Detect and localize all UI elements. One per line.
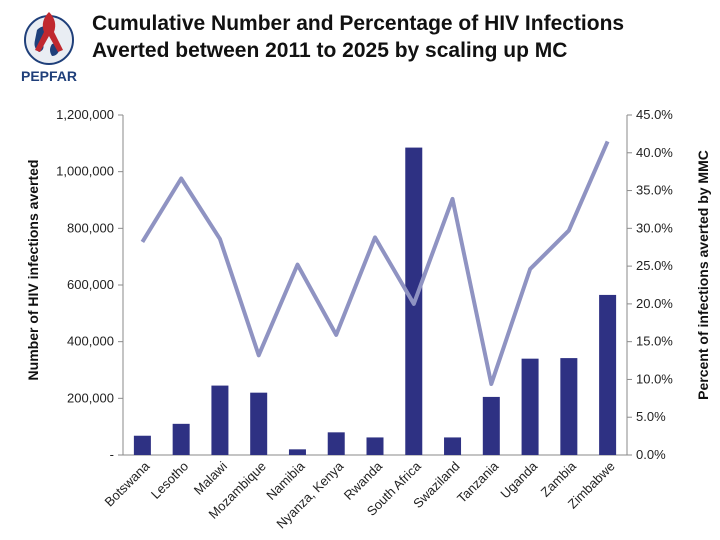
category-label-5: Nyanza, Kenya [273, 458, 346, 531]
pepfar-logo: PEPFAR [21, 12, 77, 84]
axes [122, 115, 628, 456]
y-tick-label-4: 800,000 [67, 220, 114, 235]
bar-10 [521, 358, 539, 455]
bar-6 [366, 437, 384, 455]
chart-title-line-2: Averted between 2011 to 2025 by scaling … [92, 39, 568, 62]
y-tick-label-1: 200,000 [67, 390, 114, 405]
bar-12 [599, 294, 617, 455]
y2-tick-label-6: 30.0% [636, 220, 673, 235]
y2-tick-label-8: 40.0% [636, 145, 673, 160]
bar-series [133, 147, 617, 456]
y2-tick-label-9: 45.0% [636, 107, 673, 122]
y-axis-label: Number of HIV infections averted [25, 160, 41, 381]
bar-0 [133, 435, 151, 455]
y2-tick-label-7: 35.0% [636, 183, 673, 198]
y-tick-label-0: - [110, 447, 114, 462]
bar-2 [211, 385, 229, 455]
slide-header: PEPFAR Cumulative Number and Percentage … [0, 0, 720, 90]
y2-tick-label-3: 15.0% [636, 334, 673, 349]
chart-title: Cumulative Number and Percentage of HIV … [92, 10, 712, 64]
category-label-9: Tanzania [454, 458, 502, 506]
category-label-0: Botswana [102, 458, 154, 510]
bar-1 [172, 423, 190, 455]
y-tick-label-5: 1,000,000 [56, 164, 114, 179]
logo-text: PEPFAR [21, 68, 77, 84]
y2-tick-label-5: 25.0% [636, 258, 673, 273]
y-tick-label-2: 400,000 [67, 334, 114, 349]
bar-5 [327, 432, 345, 455]
bar-3 [250, 392, 268, 455]
y-tick-label-3: 600,000 [67, 277, 114, 292]
bar-8 [444, 437, 462, 455]
left-axis-ticks: - 200,000 400,000 600,000 800,000 1,000,000 1,… [56, 107, 123, 462]
y2-tick-label-4: 20.0% [636, 296, 673, 311]
category-label-1: Lesotho [148, 459, 191, 502]
bar-11 [560, 358, 578, 455]
chart-title-line-1: Cumulative Number and Percentage of HIV … [92, 12, 625, 35]
category-label-10: Uganda [497, 458, 540, 501]
ribbon-icon [35, 12, 63, 52]
bar-9 [482, 396, 500, 455]
y2-tick-label-0: 0.0% [636, 447, 666, 462]
line-series [140, 140, 610, 386]
right-axis-ticks: 0.0% 5.0% 10.0% 15.0% 20.0% 25.0% 30.0% 35.0% 40… [627, 107, 673, 462]
y-tick-label-6: 1,200,000 [56, 107, 114, 122]
y2-tick-label-2: 10.0% [636, 371, 673, 386]
percent-line [140, 140, 610, 386]
y2-axis-label: Percent of infections averted by MMC [695, 150, 711, 400]
y2-tick-label-1: 5.0% [636, 409, 666, 424]
bar-4 [288, 449, 306, 455]
